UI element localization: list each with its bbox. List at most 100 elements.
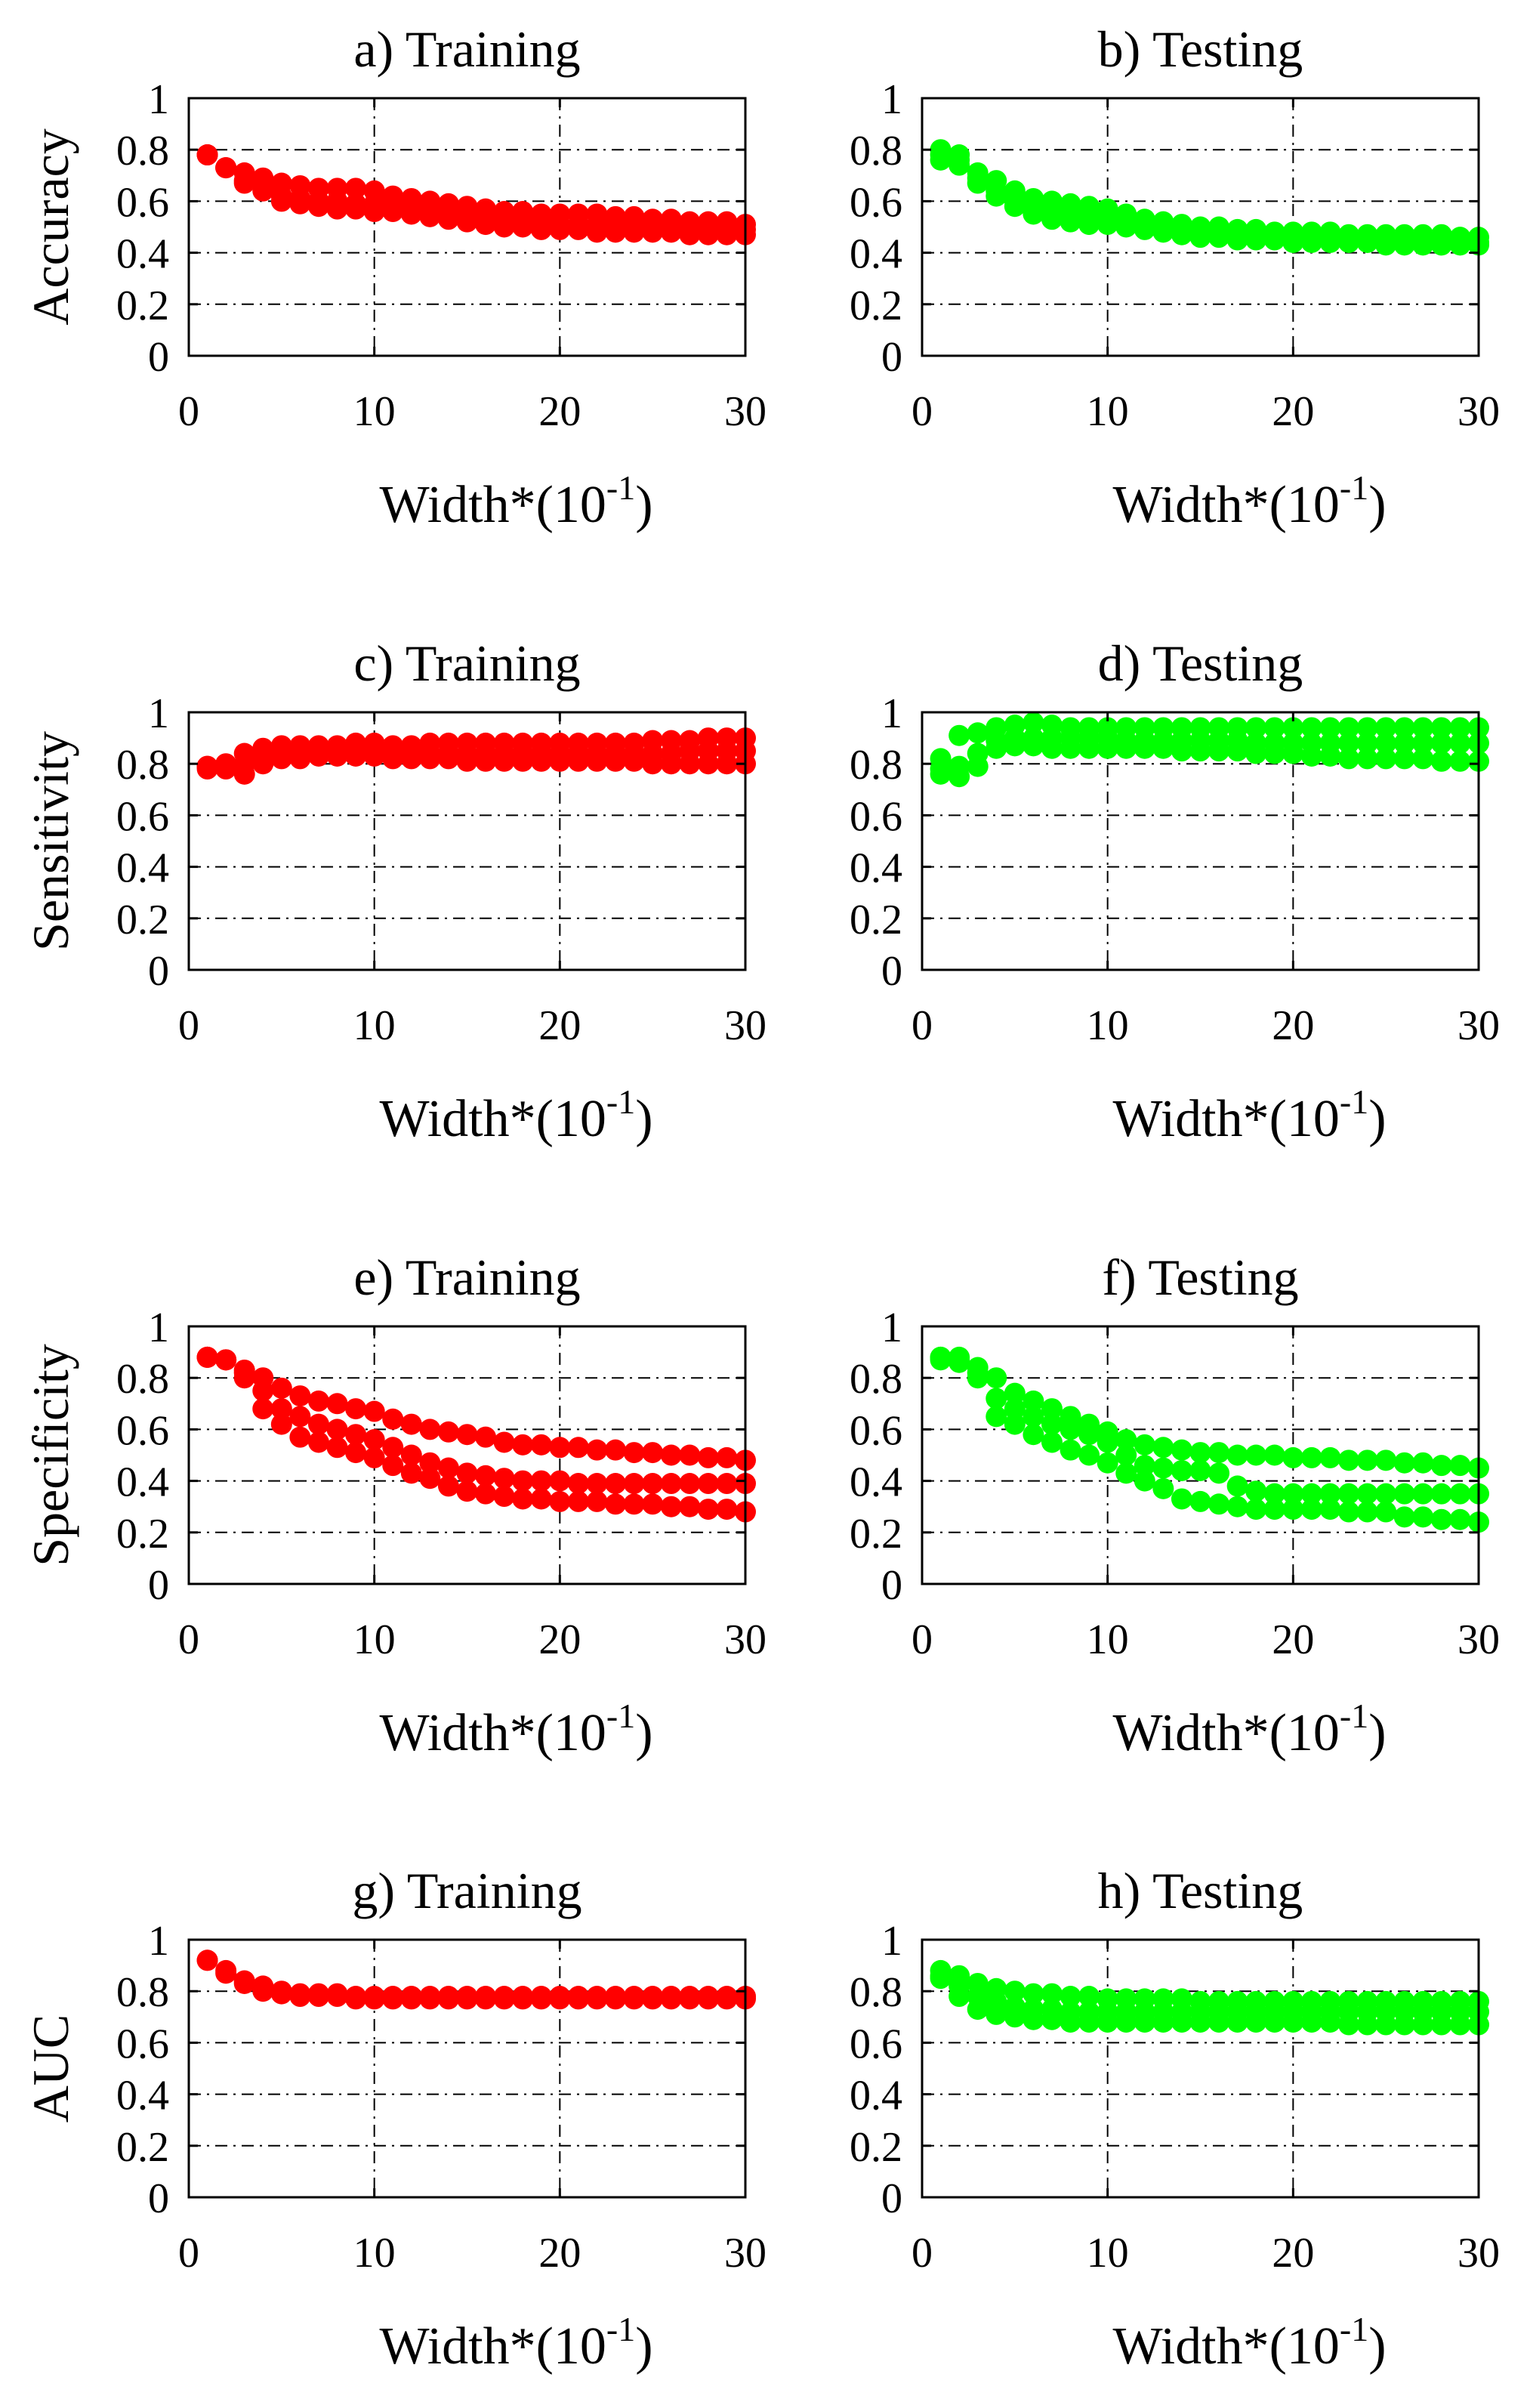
axes-box (187, 1938, 747, 2199)
data-point (400, 1988, 422, 2010)
x-tick-label: 0 (912, 2230, 933, 2277)
data-point (930, 763, 952, 785)
data-point (1245, 717, 1267, 739)
data-point (1319, 717, 1341, 739)
data-point (679, 224, 701, 245)
axes-box (921, 711, 1480, 971)
data-point (697, 753, 719, 775)
x-tick-label: 20 (538, 1616, 581, 1663)
data-point (1226, 1496, 1248, 1517)
data-point (252, 1380, 274, 1402)
data-point (549, 1470, 571, 1492)
y-tick-label: 0.2 (850, 2124, 902, 2171)
data-point (1449, 750, 1471, 772)
x-axis-label: Width*(10-1) (379, 1082, 652, 1148)
data-point (1041, 1413, 1063, 1435)
data-point (716, 1499, 738, 1520)
x-tick-label: 20 (538, 1002, 581, 1049)
y-tick-label: 0.8 (850, 1969, 902, 2016)
data-point (1430, 1455, 1452, 1477)
panel-title: a) Training (353, 20, 580, 78)
data-point (233, 1367, 255, 1389)
panel-0: 0 10 20 30 0 0.20.4 0.6 0.8 1 a) Training Width*(1… (22, 20, 767, 534)
data-point (660, 221, 682, 243)
data-point (233, 172, 255, 194)
data-point (660, 1473, 682, 1495)
x-axis-label: Width*(10-1) (379, 1696, 652, 1762)
x-axis-label-close: ) (635, 1704, 652, 1762)
data-points (196, 727, 756, 785)
data-point (1189, 740, 1211, 762)
data-point (456, 1424, 478, 1446)
data-point (345, 1442, 367, 1464)
data-point (1430, 2014, 1452, 2036)
data-point (456, 1480, 478, 1502)
data-point (623, 1988, 645, 2010)
data-point (1134, 1455, 1155, 1477)
data-point (1263, 2011, 1285, 2033)
x-axis-label-exponent: -1 (606, 468, 635, 507)
data-point (1393, 1452, 1415, 1474)
data-point (530, 1470, 552, 1492)
data-point (1171, 224, 1192, 245)
data-point (1060, 211, 1081, 233)
data-point (986, 1367, 1007, 1389)
data-point (660, 753, 682, 775)
data-point (549, 1437, 571, 1459)
data-point (1300, 2011, 1322, 2033)
data-point (1338, 1483, 1360, 1505)
data-point (679, 753, 701, 775)
data-point (345, 745, 367, 767)
data-point (567, 1473, 589, 1495)
data-point (1375, 2014, 1397, 2036)
data-point (1078, 1444, 1100, 1466)
data-point (930, 1349, 952, 1371)
data-point (1356, 748, 1378, 770)
y-tick-label: 0.6 (116, 179, 169, 226)
data-point (1430, 1483, 1452, 1505)
data-point (1449, 732, 1471, 754)
panel-3: 0 10 20 30 0 0.2 0.4 0.60.8 1 d) Testing Width*(10… (850, 634, 1500, 1148)
data-point (456, 1462, 478, 1484)
x-tick-label: 0 (178, 1616, 199, 1663)
y-tick-label: 0.4 (116, 1459, 169, 1506)
data-point (1449, 717, 1471, 739)
data-point (270, 1983, 292, 2005)
data-point (1152, 1477, 1174, 1499)
x-tick-label: 20 (1272, 2230, 1314, 2277)
data-point (949, 154, 970, 176)
data-point (967, 172, 989, 194)
data-point (326, 1986, 348, 2008)
x-tick-label: 10 (353, 1616, 396, 1663)
data-point (716, 1473, 738, 1495)
data-point (1375, 1483, 1397, 1505)
data-point (1245, 2011, 1267, 2033)
data-point (1338, 1501, 1360, 1523)
data-point (530, 1988, 552, 2010)
data-point (1338, 717, 1360, 739)
axes-box (187, 711, 747, 971)
panel-5: 0 10 20 30 0 0.2 0.4 0.60.8 1 f) Testing Width*(10… (850, 1249, 1500, 1762)
x-tick-label: 0 (178, 1002, 199, 1049)
axes-box (187, 97, 747, 357)
data-point (949, 1351, 970, 1373)
data-point (549, 1988, 571, 2010)
data-point (289, 1406, 311, 1428)
data-point (1208, 1462, 1230, 1484)
x-axis-label: Width*(10-1) (379, 2310, 652, 2376)
data-point (1412, 1452, 1434, 1474)
data-point (1282, 231, 1304, 253)
data-point (567, 1437, 589, 1459)
x-tick-label: 20 (538, 2230, 581, 2277)
data-point (1300, 231, 1322, 253)
x-axis-label-main: Width*(10 (379, 1090, 606, 1148)
data-point (1060, 1986, 1081, 2008)
data-point (493, 1468, 515, 1490)
data-point (605, 1473, 627, 1495)
x-tick-label: 30 (1458, 1616, 1500, 1663)
data-point (1115, 1429, 1137, 1451)
x-axis-label-exponent: -1 (1340, 2310, 1368, 2348)
data-point (1115, 1462, 1137, 1484)
data-point (1449, 2014, 1471, 2036)
data-point (986, 2003, 1007, 2025)
